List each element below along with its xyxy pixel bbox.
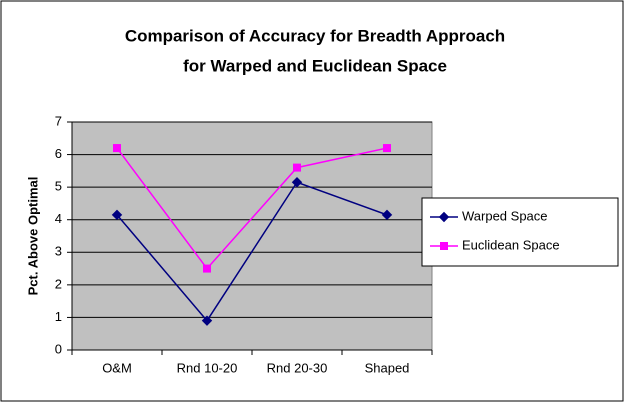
data-point [381, 209, 393, 221]
x-tick-label: Rnd 20-30 [267, 360, 328, 375]
chart-title: for Warped and Euclidean Space [183, 56, 447, 75]
y-tick-label: 3 [55, 244, 62, 259]
plot-area [71, 121, 433, 351]
data-point [111, 209, 123, 221]
data-point [201, 315, 213, 326]
data-point [383, 144, 391, 153]
series-line [116, 181, 388, 322]
x-tick-label: O&M [102, 360, 132, 375]
y-tick-label: 0 [55, 341, 62, 356]
data-point [113, 144, 121, 153]
y-tick-label: 4 [55, 211, 62, 226]
x-tick-label: Rnd 10-20 [177, 360, 238, 375]
y-tick-label: 7 [55, 113, 62, 128]
x-tick-label: Shaped [365, 360, 410, 375]
legend-box [421, 197, 619, 267]
y-axis-label: Pct. Above Optimal [25, 177, 40, 296]
y-tick-label: 5 [55, 179, 62, 194]
y-tick-label: 6 [55, 146, 62, 161]
data-point [203, 264, 211, 273]
chart-title: Comparison of Accuracy for Breadth Appro… [125, 26, 505, 45]
series-line [116, 147, 388, 270]
y-tick-label: 1 [55, 309, 62, 324]
legend-label: Euclidean Space [462, 237, 560, 252]
data-point [293, 163, 301, 172]
legend-marker [440, 242, 448, 250]
data-point [291, 177, 303, 188]
y-tick-label: 2 [55, 276, 62, 291]
legend-marker [438, 211, 450, 223]
legend-label: Warped Space [462, 208, 548, 223]
